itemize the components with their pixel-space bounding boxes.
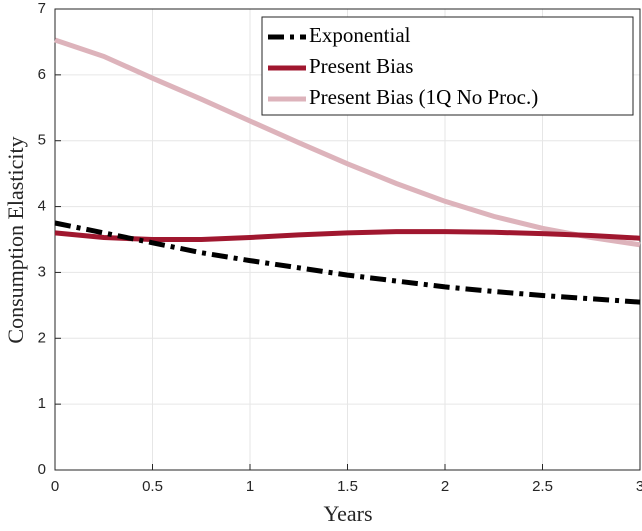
y-tick-label: 3: [38, 263, 46, 280]
legend-label: Exponential: [309, 23, 411, 47]
legend-label: Present Bias (1Q No Proc.): [309, 85, 538, 109]
series-line: [54, 220, 641, 305]
y-tick-label: 0: [38, 461, 46, 478]
y-tick-label: 2: [38, 329, 46, 346]
legend-label: Present Bias: [309, 54, 413, 78]
x-tick-label: 1: [246, 478, 254, 495]
x-tick-label: 3: [636, 478, 642, 495]
x-tick-label: 0.5: [142, 478, 163, 495]
y-tick-label: 6: [38, 66, 46, 83]
axes-box: [54, 8, 641, 471]
y-tick-label: 4: [38, 198, 46, 215]
y-axis-label: Consumption Elasticity: [3, 136, 28, 343]
x-tick-label: 2: [441, 478, 449, 495]
y-tick-label: 7: [38, 0, 46, 17]
x-tick-label: 0: [51, 478, 59, 495]
series-line: [54, 37, 641, 248]
legend-box: [261, 16, 634, 116]
x-axis-label: Years: [323, 501, 372, 526]
x-tick-label: 1.5: [337, 478, 358, 495]
legend: [261, 16, 634, 116]
x-tick-label: 2.5: [532, 478, 553, 495]
series-line: [54, 229, 641, 242]
y-tick-label: 5: [38, 132, 46, 149]
y-tick-label: 1: [38, 395, 46, 412]
